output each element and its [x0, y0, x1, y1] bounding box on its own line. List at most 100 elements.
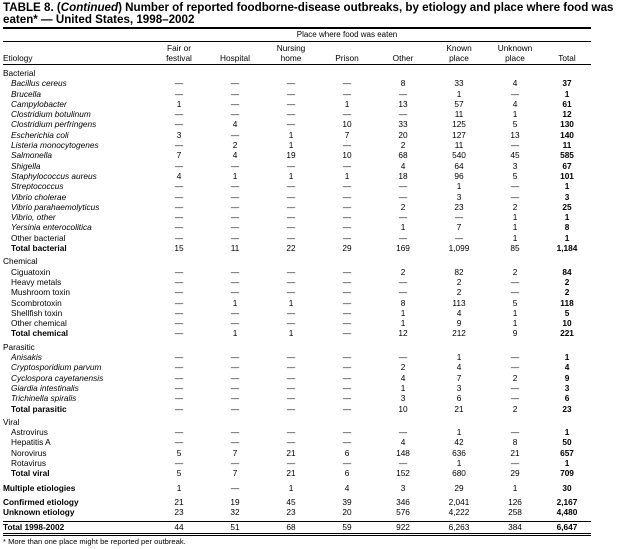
- value-cell: 1: [400, 382, 406, 393]
- etiology-name: Scombrotoxin: [11, 297, 62, 308]
- value-cell: —: [286, 372, 296, 383]
- value-cell: 576: [396, 507, 410, 518]
- value-cell: 64: [454, 160, 464, 171]
- table-row: Other bacterial — — — — — — 1 1: [3, 233, 591, 243]
- value-cell: 68: [398, 150, 408, 161]
- value-cell: —: [510, 140, 520, 151]
- value-cell: —: [398, 191, 408, 202]
- value-cell: —: [230, 393, 240, 404]
- value-cell: —: [174, 393, 184, 404]
- value-cell: —: [342, 181, 352, 192]
- value-cell: —: [398, 352, 408, 363]
- value-cell: 5: [512, 119, 518, 130]
- value-cell: —: [174, 352, 184, 363]
- total-cell: 67: [562, 160, 572, 171]
- value-cell: 1: [512, 318, 518, 329]
- place-group-header: Place where food was eaten: [151, 30, 543, 42]
- value-cell: —: [230, 98, 240, 109]
- value-cell: 59: [342, 522, 352, 533]
- value-cell: —: [510, 457, 520, 468]
- value-cell: —: [342, 427, 352, 438]
- value-cell: 212: [452, 328, 466, 339]
- value-cell: —: [398, 427, 408, 438]
- value-cell: —: [230, 181, 240, 192]
- value-cell: 169: [396, 243, 410, 254]
- value-cell: —: [286, 88, 296, 99]
- value-cell: 4: [512, 98, 518, 109]
- value-cell: —: [230, 352, 240, 363]
- value-cell: 7: [456, 372, 462, 383]
- value-cell: 2: [512, 266, 518, 277]
- value-cell: 3: [456, 191, 462, 202]
- value-cell: 2: [512, 201, 518, 212]
- value-cell: 1: [288, 170, 294, 181]
- total-cell: 1: [564, 181, 570, 192]
- value-cell: 19: [230, 496, 240, 507]
- value-cell: 4: [232, 150, 238, 161]
- etiology-name: Vibrio, other: [11, 212, 56, 223]
- column-header-line: place: [449, 52, 469, 63]
- etiology-name: Cyclospora cayetanensis: [11, 372, 104, 383]
- table-row: Ciguatoxin — — — — 2 82 2 84: [3, 267, 591, 277]
- value-cell: —: [174, 181, 184, 192]
- value-cell: —: [342, 266, 352, 277]
- value-cell: —: [230, 457, 240, 468]
- total-cell: 1: [564, 352, 570, 363]
- value-cell: —: [286, 232, 296, 243]
- table-row: Shigella — — — — 4 64 3 67: [3, 161, 591, 171]
- total-cell: 8: [564, 222, 570, 233]
- value-cell: 9: [456, 318, 462, 329]
- etiology-name: Confirmed etiology: [3, 496, 79, 507]
- value-cell: 5: [512, 170, 518, 181]
- value-cell: —: [286, 266, 296, 277]
- value-cell: —: [230, 201, 240, 212]
- value-cell: 21: [454, 403, 464, 414]
- value-cell: —: [342, 88, 352, 99]
- value-cell: 540: [452, 150, 466, 161]
- value-cell: —: [174, 119, 184, 130]
- value-cell: 1: [512, 222, 518, 233]
- value-cell: 1: [400, 307, 406, 318]
- etiology-name: Escherichia coli: [11, 129, 69, 140]
- value-cell: 21: [510, 447, 520, 458]
- value-cell: 4: [344, 482, 350, 493]
- value-cell: 85: [510, 243, 520, 254]
- value-cell: —: [286, 201, 296, 212]
- title-continued: Continued: [60, 1, 119, 14]
- total-cell: 30: [562, 482, 572, 493]
- value-cell: 19: [286, 150, 296, 161]
- value-cell: —: [398, 276, 408, 287]
- value-cell: 33: [454, 78, 464, 89]
- table-row: Giardia intestinalis — — — — 1 3 — 3: [3, 383, 591, 393]
- etiology-name: Total bacterial: [11, 243, 67, 254]
- value-cell: 18: [398, 170, 408, 181]
- value-cell: 258: [508, 507, 522, 518]
- value-cell: 8: [400, 297, 406, 308]
- value-cell: 1: [288, 297, 294, 308]
- etiology-name: Multiple etiologies: [3, 482, 76, 493]
- summary-row: Unknown etiology 23 32 23 20 576 4,222 258 4,480: [3, 507, 591, 517]
- value-cell: —: [230, 403, 240, 414]
- value-cell: —: [286, 427, 296, 438]
- table-row: Salmonella 7 4 19 10 68 540 45 585: [3, 150, 591, 160]
- column-header: Other: [375, 41, 431, 65]
- total-cell: 2: [564, 287, 570, 298]
- value-cell: —: [286, 181, 296, 192]
- value-cell: —: [286, 191, 296, 202]
- value-cell: —: [342, 276, 352, 287]
- etiology-name: Clostridium perfringens: [11, 119, 97, 130]
- value-cell: —: [230, 276, 240, 287]
- value-cell: —: [342, 232, 352, 243]
- value-cell: 4: [400, 160, 406, 171]
- value-cell: —: [174, 140, 184, 151]
- value-cell: —: [510, 393, 520, 404]
- value-cell: 2: [400, 362, 406, 373]
- value-cell: —: [342, 362, 352, 373]
- value-cell: —: [174, 437, 184, 448]
- title-prefix: TABLE 8. (: [3, 1, 61, 14]
- value-cell: —: [230, 362, 240, 373]
- value-cell: 44: [174, 522, 184, 533]
- value-cell: 1: [512, 232, 518, 243]
- total-cell: 1: [564, 88, 570, 99]
- value-cell: 6: [344, 447, 350, 458]
